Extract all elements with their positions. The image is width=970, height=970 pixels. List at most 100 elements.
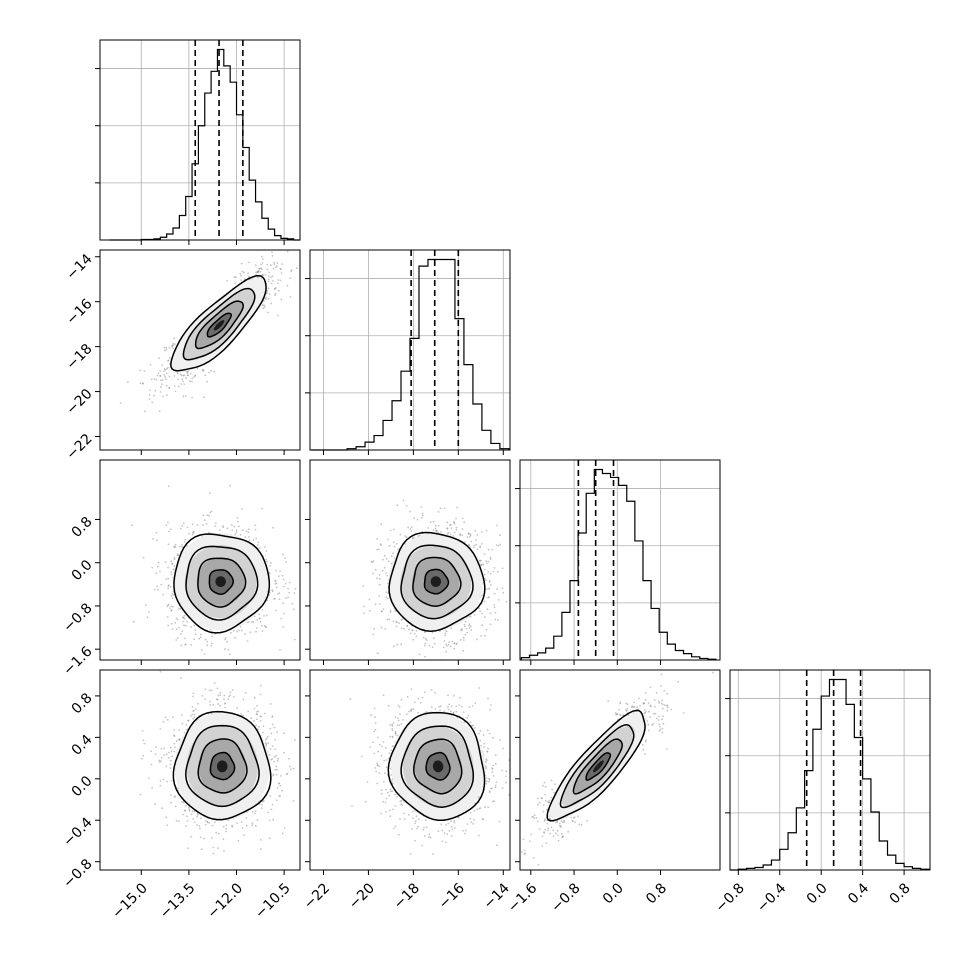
scatter-point — [476, 808, 478, 811]
scatter-point — [459, 533, 461, 535]
scatter-point — [488, 579, 491, 582]
scatter-point — [263, 546, 266, 548]
scatter-point — [198, 825, 201, 827]
scatter-point — [217, 832, 220, 835]
scatter-point — [265, 614, 268, 617]
scatter-point — [449, 645, 452, 648]
scatter-point — [505, 781, 507, 784]
scatter-point — [279, 784, 282, 787]
scatter-point — [211, 824, 214, 827]
scatter-point — [485, 529, 488, 532]
scatter-point — [141, 382, 144, 385]
scatter-point — [149, 364, 152, 366]
scatter-point — [473, 613, 476, 616]
scatter-point — [253, 696, 256, 699]
hist-step — [520, 468, 717, 660]
scatter-point — [561, 821, 564, 824]
pair-panel-3-2 — [515, 669, 721, 875]
scatter-point — [570, 816, 573, 819]
scatter-point — [483, 553, 486, 555]
contour-line — [206, 312, 233, 338]
scatter-point — [485, 628, 488, 631]
scatter-point — [219, 704, 221, 707]
scatter-point — [505, 770, 508, 773]
scatter-point — [258, 617, 261, 620]
scatter-point — [184, 637, 186, 640]
contour-line — [425, 751, 451, 781]
scatter-point — [443, 640, 446, 642]
scatter-point — [150, 750, 153, 752]
scatter-point — [174, 746, 176, 749]
scatter-point — [530, 833, 533, 836]
scatter-point — [391, 724, 394, 727]
scatter-point — [450, 627, 452, 630]
scatter-point — [281, 263, 283, 265]
scatter-point — [476, 548, 479, 551]
scatter-point — [469, 534, 472, 537]
scatter-point — [163, 370, 165, 373]
scatter-point — [261, 630, 264, 632]
scatter-point — [164, 368, 167, 371]
scatter-point — [400, 619, 403, 621]
density-fill — [593, 760, 604, 773]
scatter-point — [462, 639, 465, 641]
scatter-point — [290, 269, 293, 272]
scatter-point — [174, 795, 177, 798]
scatter-point — [390, 749, 392, 752]
scatter-point — [501, 567, 504, 570]
scatter-point — [269, 264, 272, 267]
scatter-point — [279, 570, 281, 572]
scatter-point — [478, 687, 481, 689]
scatter-point — [206, 514, 209, 517]
scatter-point — [170, 560, 173, 563]
scatter-point — [233, 525, 236, 528]
scatter-point — [199, 636, 202, 639]
scatter-point — [616, 713, 619, 715]
scatter-point — [261, 304, 264, 306]
scatter-point — [491, 800, 494, 803]
scatter-point — [180, 374, 183, 377]
scatter-point — [555, 832, 557, 835]
scatter-point — [174, 543, 177, 546]
scatter-point — [502, 591, 505, 594]
scatter-point — [384, 554, 386, 557]
scatter-point — [461, 628, 463, 630]
scatter-point — [413, 632, 416, 635]
scatter-point — [447, 708, 450, 711]
scatter-point — [557, 839, 560, 842]
scatter-point — [385, 591, 388, 594]
scatter-point — [548, 815, 551, 817]
scatter-point — [461, 629, 463, 632]
scatter-point — [379, 743, 381, 746]
scatter-point — [421, 512, 424, 515]
scatter-point — [391, 727, 394, 730]
scatter-point — [412, 810, 414, 813]
contour-line — [209, 751, 236, 781]
hist-frame — [309, 249, 511, 451]
scatter-point — [666, 709, 669, 712]
scatter-point — [263, 712, 266, 715]
scatter-point — [543, 819, 546, 822]
scatter-point — [446, 521, 449, 524]
scatter-point — [652, 722, 655, 725]
scatter-point — [378, 765, 381, 768]
scatter-point — [258, 725, 260, 728]
scatter-point — [172, 568, 175, 571]
scatter-point — [273, 756, 276, 758]
scatter-point — [182, 813, 184, 816]
scatter-point — [280, 268, 282, 271]
scatter-point — [165, 816, 168, 819]
scatter-point — [386, 618, 389, 621]
scatter-point — [429, 836, 432, 839]
scatter-point — [498, 820, 501, 823]
scatter-point — [410, 530, 413, 532]
scatter-point — [223, 850, 225, 852]
scatter-point — [240, 821, 243, 823]
scatter-point — [425, 639, 428, 641]
scatter-point — [475, 538, 477, 541]
scatter-point — [127, 381, 129, 384]
scatter-point — [211, 635, 214, 638]
scatter-point — [232, 696, 235, 698]
scatter-point — [234, 276, 237, 278]
scatter-point — [159, 370, 162, 372]
